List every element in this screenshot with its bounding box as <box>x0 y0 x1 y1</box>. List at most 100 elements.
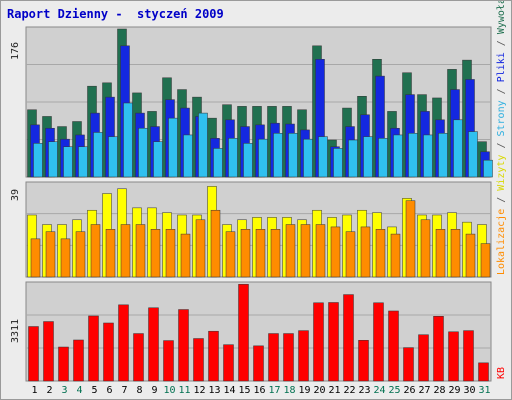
day-label-3: 3 <box>61 385 67 396</box>
bar-strony-9 <box>153 141 163 178</box>
bar-kb-16 <box>253 345 264 382</box>
bar-strony-11 <box>183 134 193 178</box>
bar-kb-5 <box>88 315 99 382</box>
bar-lokalizacje-5 <box>90 224 101 278</box>
bar-lokalizacje-31 <box>480 243 491 278</box>
bar-kb-3 <box>58 346 69 382</box>
bar-lokalizacje-4 <box>75 231 86 278</box>
day-label-6: 6 <box>106 385 112 396</box>
bar-kb-27 <box>418 334 429 382</box>
day-label-25: 25 <box>388 385 400 396</box>
bar-strony-25 <box>393 134 403 178</box>
bar-strony-14 <box>228 138 238 178</box>
report-title: Raport Dzienny - styczeń 2009 <box>7 7 224 21</box>
bar-strony-26 <box>408 133 418 178</box>
day-label-4: 4 <box>76 385 82 396</box>
bar-strony-18 <box>288 133 298 178</box>
legend-kb-label: KB <box>496 367 507 379</box>
bar-lokalizacje-3 <box>60 238 71 278</box>
bar-kb-2 <box>43 321 54 382</box>
bar-kb-11 <box>178 309 189 382</box>
bar-lokalizacje-10 <box>165 229 176 278</box>
day-label-27: 27 <box>418 385 430 396</box>
bar-strony-10 <box>168 117 178 178</box>
bar-kb-7 <box>118 304 129 382</box>
day-label-16: 16 <box>253 385 265 396</box>
bar-kb-19 <box>298 330 309 382</box>
day-label-24: 24 <box>373 385 385 396</box>
bar-strony-27 <box>423 134 433 178</box>
bar-lokalizacje-2 <box>45 231 56 278</box>
bar-lokalizacje-17 <box>270 229 281 278</box>
bar-strony-22 <box>348 139 358 178</box>
bar-lokalizacje-29 <box>450 229 461 278</box>
bar-kb-31 <box>478 362 489 382</box>
day-label-1: 1 <box>31 385 37 396</box>
bar-strony-31 <box>483 159 493 178</box>
bar-kb-9 <box>148 307 159 382</box>
day-label-2: 2 <box>46 385 52 396</box>
bar-kb-15 <box>238 284 249 382</box>
day-label-7: 7 <box>121 385 127 396</box>
y-max-label: 176 <box>10 42 21 60</box>
bar-lokalizacje-14 <box>225 231 236 278</box>
bar-kb-18 <box>283 333 294 382</box>
bar-strony-29 <box>453 119 463 178</box>
legend-lokalizacje: Lokalizacje <box>496 209 507 275</box>
day-label-31: 31 <box>478 385 490 396</box>
day-label-23: 23 <box>358 385 370 396</box>
bar-lokalizacje-30 <box>465 233 476 278</box>
bar-kb-26 <box>403 347 414 382</box>
bar-kb-29 <box>448 331 459 382</box>
bar-lokalizacje-15 <box>240 229 251 278</box>
bar-strony-8 <box>138 127 148 178</box>
bar-kb-28 <box>433 316 444 382</box>
bar-kb-17 <box>268 333 279 382</box>
bar-kb-21 <box>328 302 339 382</box>
day-label-12: 12 <box>193 385 205 396</box>
legend-wizyty: Wizyty <box>496 155 507 191</box>
day-label-8: 8 <box>136 385 142 396</box>
bar-kb-24 <box>373 302 384 382</box>
bar-strony-12 <box>198 112 208 178</box>
bar-kb-4 <box>73 339 84 382</box>
bar-strony-24 <box>378 138 388 178</box>
bar-strony-21 <box>333 148 343 178</box>
bar-strony-23 <box>363 136 373 178</box>
bar-lokalizacje-25 <box>390 233 401 278</box>
day-label-20: 20 <box>313 385 325 396</box>
bar-kb-8 <box>133 333 144 382</box>
day-label-10: 10 <box>163 385 175 396</box>
bar-strony-6 <box>108 136 118 178</box>
bar-strony-7 <box>123 102 133 178</box>
bar-strony-4 <box>78 146 88 178</box>
day-label-9: 9 <box>151 385 157 396</box>
bar-lokalizacje-28 <box>435 229 446 278</box>
legend-separator: / <box>496 34 507 52</box>
legend-separator: / <box>496 191 507 209</box>
bar-strony-16 <box>258 138 268 178</box>
legend-wywolania: Wywołania <box>496 1 507 34</box>
bar-lokalizacje-21 <box>330 226 341 278</box>
day-label-19: 19 <box>298 385 310 396</box>
bar-lokalizacje-6 <box>105 229 116 278</box>
bar-kb-22 <box>343 294 354 382</box>
bar-lokalizacje-11 <box>180 233 191 278</box>
day-label-17: 17 <box>268 385 280 396</box>
day-label-22: 22 <box>343 385 355 396</box>
bar-lokalizacje-26 <box>405 200 416 278</box>
bar-kb-1 <box>28 326 39 382</box>
day-label-29: 29 <box>448 385 460 396</box>
day-label-21: 21 <box>328 385 340 396</box>
bar-lokalizacje-9 <box>150 229 161 278</box>
bar-lokalizacje-22 <box>345 231 356 278</box>
day-label-13: 13 <box>208 385 220 396</box>
bar-strony-2 <box>48 141 58 178</box>
bar-kb-13 <box>208 330 219 382</box>
bar-lokalizacje-13 <box>210 209 221 278</box>
day-label-28: 28 <box>433 385 445 396</box>
bar-kb-25 <box>388 310 399 382</box>
bar-lokalizacje-12 <box>195 219 206 278</box>
